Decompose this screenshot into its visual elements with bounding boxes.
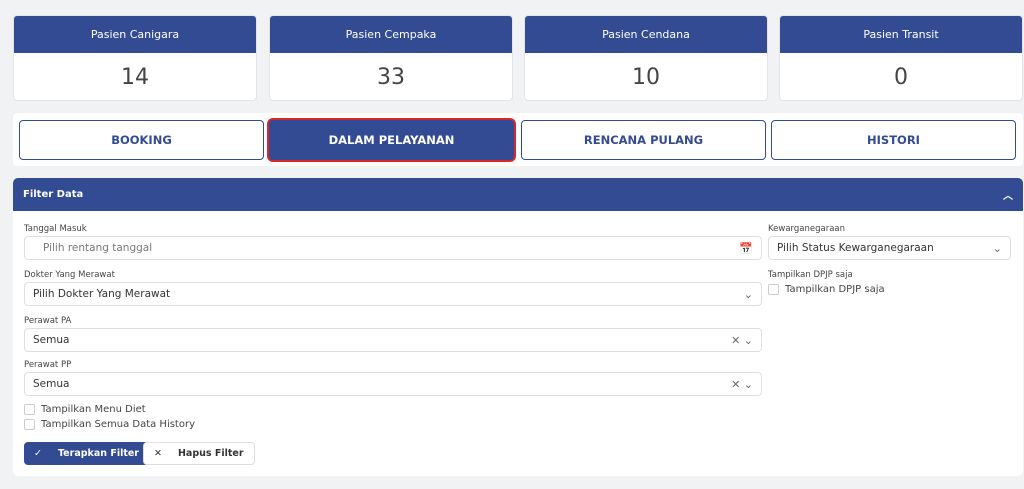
clear-filter-button[interactable]: ✕ Hapus Filter [143,442,255,465]
card-value: 10 [632,65,660,90]
card-cendana: Pasien Cendana 10 [524,15,768,101]
card-value: 14 [121,65,149,90]
check-icon: ✓ [34,448,42,459]
dpjp-check-label: Tampilkan DPJP saja [785,284,885,295]
pa-value: Semua [33,334,70,346]
checkbox-box[interactable] [24,419,35,430]
filter-title: Filter Data [23,189,84,200]
chevron-down-icon: ⌄ [743,377,753,391]
tab-bar: BOOKING DALAM PELAYANAN RENCANA PULANG H… [13,113,1023,166]
kewarganegaraan-label: Kewarganegaraan [768,224,846,234]
apply-filter-button[interactable]: ✓ Terapkan Filter [24,442,149,465]
card-cempaka: Pasien Cempaka 33 [269,15,513,101]
filter-header[interactable]: Filter Data ︿ [13,178,1023,211]
card-value: 33 [377,65,405,90]
chevron-down-icon: ⌄ [743,287,753,301]
pp-label: Perawat PP [24,360,72,370]
dokter-label: Dokter Yang Merawat [24,270,115,280]
card-value: 0 [894,65,908,90]
chevron-down-icon: ⌄ [992,241,1002,255]
card-title: Pasien Cempaka [270,16,512,53]
dpjp-checkbox[interactable]: Tampilkan DPJP saja [768,284,885,295]
kewarganegaraan-value: Pilih Status Kewarganegaraan [777,242,934,254]
card-title: Pasien Transit [780,16,1022,53]
x-icon: ✕ [154,448,162,459]
semua-history-label: Tampilkan Semua Data History [41,419,196,430]
tab-rencana-pulang[interactable]: RENCANA PULANG [521,120,766,160]
checkbox-box[interactable] [24,404,35,415]
card-title: Pasien Canigara [14,16,256,53]
tab-histori[interactable]: HISTORI [771,120,1016,160]
card-title: Pasien Cendana [525,16,767,53]
pp-select[interactable]: Semua ✕ ⌄ [24,372,762,396]
menu-diet-checkbox[interactable]: Tampilkan Menu Diet [24,404,146,415]
clear-icon[interactable]: ✕ [731,377,741,391]
checkbox-box[interactable] [768,284,779,295]
filter-panel: Filter Data ︿ Tanggal Masuk Pilih rentang… [13,178,1023,476]
pa-label: Perawat PA [24,316,72,326]
calendar-icon[interactable]: 📅 [739,241,753,255]
dpjp-label: Tampilkan DPJP saja [768,270,853,280]
kewarganegaraan-select[interactable]: Pilih Status Kewarganegaraan ⌄ [768,236,1011,260]
apply-label: Terapkan Filter [57,448,139,459]
card-transit: Pasien Transit 0 [779,15,1023,101]
tanggal-label: Tanggal Masuk [24,224,87,234]
pp-value: Semua [33,378,70,390]
tab-dalam-pelayanan[interactable]: DALAM PELAYANAN [269,120,514,160]
menu-diet-label: Tampilkan Menu Diet [41,404,146,415]
chevron-down-icon: ⌄ [743,333,753,347]
tanggal-input[interactable]: Pilih rentang tanggal 📅 [24,236,762,260]
semua-history-checkbox[interactable]: Tampilkan Semua Data History [24,419,195,430]
card-canigara: Pasien Canigara 14 [13,15,257,101]
clear-icon[interactable]: ✕ [731,333,741,347]
tab-booking[interactable]: BOOKING [19,120,264,160]
tanggal-placeholder: Pilih rentang tanggal [43,242,153,254]
chevron-up-icon[interactable]: ︿ [1003,191,1013,202]
clear-label: Hapus Filter [177,448,244,459]
dokter-select[interactable]: Pilih Dokter Yang Merawat ⌄ [24,282,762,306]
pa-select[interactable]: Semua ✕ ⌄ [24,328,762,352]
dokter-value: Pilih Dokter Yang Merawat [33,288,171,300]
